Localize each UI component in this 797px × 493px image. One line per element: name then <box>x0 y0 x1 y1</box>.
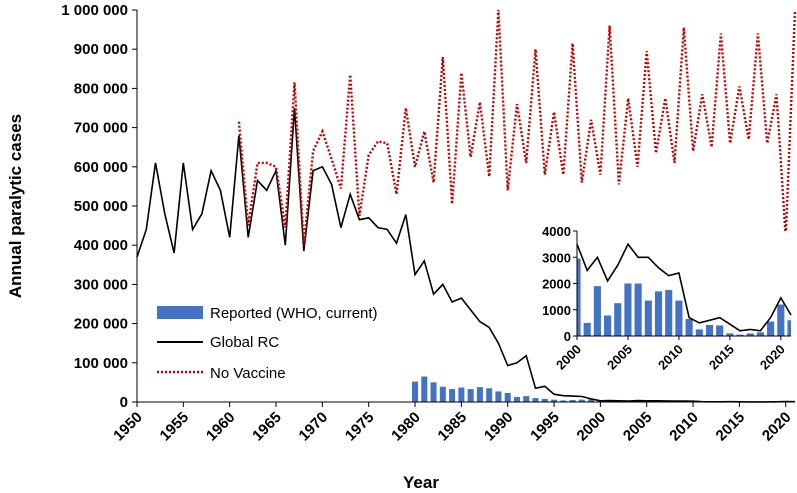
reported-bar <box>523 396 530 402</box>
inset-reported-bar <box>726 333 734 336</box>
y-tick-label: 0 <box>120 394 128 411</box>
main-axes: 0 100 000 200 000 300 000 400 000 500 000 600 … <box>61 2 795 444</box>
reported-bar <box>569 400 576 402</box>
legend: Reported (WHO, current) Global RC No Vac… <box>157 305 378 382</box>
inset-reported-bar <box>705 324 714 336</box>
reported-bar <box>458 387 465 402</box>
x-tick-label: 2005 <box>620 409 656 445</box>
x-tick-label: 1985 <box>435 409 471 445</box>
inset-chart: 0 1000 2000 3000 4000 2000 2005 2010 2015 2020 <box>542 224 792 373</box>
reported-bar <box>486 388 493 402</box>
reported-bar <box>430 382 437 402</box>
y-tick-label: 700 000 <box>74 120 128 137</box>
inset-reported-bar <box>644 300 652 336</box>
legend-label-reported: Reported (WHO, current) <box>210 305 378 322</box>
reported-bar <box>588 399 595 402</box>
series-lines <box>136 9 797 403</box>
y-tick-label: 300 000 <box>74 276 128 293</box>
global-rc-line <box>136 107 796 403</box>
y-tick-label: 100 000 <box>74 355 128 372</box>
inset-reported-bar <box>614 303 622 336</box>
no-vaccine-line <box>237 9 797 246</box>
y-axis-title: Annual paralytic cases <box>6 114 25 298</box>
inset-background <box>577 231 791 336</box>
reported-bar <box>560 400 567 402</box>
reported-bar <box>541 398 548 402</box>
y-tick-label: 200 000 <box>74 316 128 333</box>
inset-x-tick-label: 2005 <box>604 342 635 373</box>
x-axis-title: Year <box>403 473 439 492</box>
x-tick-label: 2010 <box>666 409 702 445</box>
inset-reported-bar <box>777 304 785 336</box>
inset-reported-bar <box>685 318 693 336</box>
legend-label-global-rc: Global RC <box>210 334 279 351</box>
inset-reported-bar <box>634 283 642 336</box>
x-tick-label: 1975 <box>342 409 378 445</box>
inset-reported-bar <box>746 333 754 336</box>
inset-y-tick-label: 0 <box>564 329 571 344</box>
legend-label-no-vaccine: No Vaccine <box>210 365 286 382</box>
inset-y-tick-label: 1000 <box>542 303 571 318</box>
reported-bar <box>412 381 419 402</box>
legend-swatch-reported <box>157 306 203 319</box>
inset-reported-bar <box>787 320 791 336</box>
reported-bar <box>439 386 446 402</box>
x-tick-label: 1965 <box>249 409 285 445</box>
inset-reported-bar <box>624 283 632 336</box>
reported-bars <box>412 376 604 402</box>
reported-bar <box>513 396 520 402</box>
reported-bar <box>421 376 428 402</box>
inset-reported-bar <box>767 321 775 336</box>
y-tick-label: 1 000 000 <box>61 2 128 19</box>
inset-y-tick-label: 4000 <box>542 224 571 239</box>
inset-reported-bar <box>604 315 612 336</box>
y-tick-label: 800 000 <box>74 80 128 97</box>
y-tick-label: 400 000 <box>74 237 128 254</box>
inset-x-tick-label: 2020 <box>757 342 788 373</box>
inset-reported-bar <box>695 329 703 336</box>
reported-bar <box>476 387 483 402</box>
reported-bar <box>578 399 585 402</box>
x-tick-label: 1960 <box>203 409 239 445</box>
inset-reported-bar <box>577 258 581 336</box>
inset-x-tick-label: 2010 <box>655 342 686 373</box>
main-plot: 0 100 000 200 000 300 000 400 000 500 000 600 … <box>61 2 797 444</box>
y-tick-label: 900 000 <box>74 41 128 58</box>
inset-reported-bar <box>654 291 663 336</box>
reported-bar <box>551 399 558 402</box>
inset-reported-bar <box>665 290 673 336</box>
x-tick-label: 1980 <box>388 409 424 445</box>
reported-bar <box>532 398 539 402</box>
inset-reported-bar <box>583 322 591 336</box>
inset-reported-bar <box>736 334 744 336</box>
x-tick-label: 1955 <box>157 409 193 445</box>
x-tick-label: 2000 <box>574 409 610 445</box>
x-tick-label: 1990 <box>481 409 517 445</box>
x-tick-label: 2020 <box>759 409 795 445</box>
reported-bar <box>467 389 474 402</box>
inset-y-tick-label: 2000 <box>542 277 571 292</box>
y-tick-label: 600 000 <box>74 159 128 176</box>
x-tick-label: 1995 <box>527 409 563 445</box>
inset-y-tick-label: 3000 <box>542 250 571 265</box>
inset-global-rc-line <box>576 242 792 332</box>
y-tick-label: 500 000 <box>74 198 128 215</box>
reported-bar <box>504 392 511 402</box>
inset-reported-bar <box>756 332 764 336</box>
reported-bar <box>495 391 502 402</box>
inset-reported-bar <box>675 300 683 336</box>
x-tick-label: 1970 <box>296 409 332 445</box>
inset-reported-bar <box>593 286 601 336</box>
x-tick-label: 1950 <box>110 409 146 445</box>
inset-reported-bar <box>716 325 724 336</box>
reported-bar <box>449 389 456 402</box>
inset-x-tick-label: 2015 <box>706 342 737 373</box>
inset-x-tick-label: 2000 <box>553 342 584 373</box>
x-tick-label: 2015 <box>713 409 749 445</box>
inset-reported-bars <box>577 258 791 336</box>
inset-series-lines <box>576 242 792 332</box>
